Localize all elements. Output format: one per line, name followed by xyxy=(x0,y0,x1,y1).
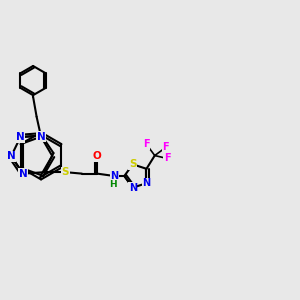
Text: F: F xyxy=(163,142,169,152)
Text: N: N xyxy=(37,132,45,142)
Text: N: N xyxy=(129,183,137,193)
Text: F: F xyxy=(143,140,150,149)
Text: S: S xyxy=(129,159,136,169)
Text: H: H xyxy=(109,180,116,189)
Text: N: N xyxy=(19,169,28,179)
Text: N: N xyxy=(16,132,25,142)
Text: N: N xyxy=(7,151,16,161)
Text: S: S xyxy=(62,167,69,177)
Text: O: O xyxy=(93,151,102,161)
Text: N: N xyxy=(142,178,151,188)
Text: F: F xyxy=(164,154,170,164)
Text: N: N xyxy=(110,171,118,181)
